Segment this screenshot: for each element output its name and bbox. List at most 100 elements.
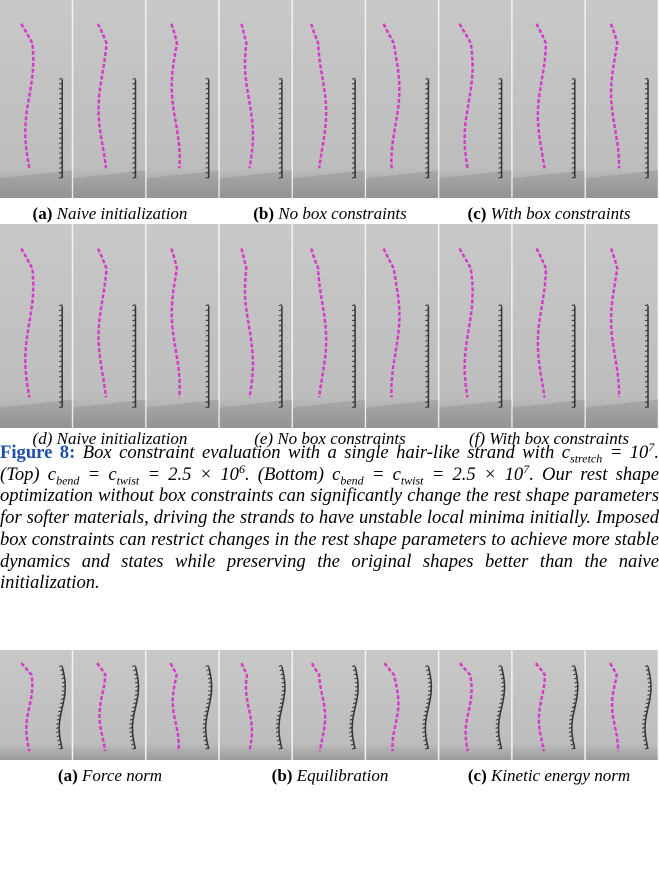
strand-tick <box>644 77 649 80</box>
subcaption-label: (f) <box>468 429 485 448</box>
caption-text: . (Top) c <box>0 442 659 485</box>
floor <box>73 170 146 198</box>
strand <box>310 23 328 169</box>
subcaption-label: (c) <box>467 766 487 785</box>
subcaption: (b) Equilibration <box>220 766 440 786</box>
strand <box>458 662 473 752</box>
subcaption: (c) Kinetic energy norm <box>439 766 659 786</box>
floor <box>366 170 439 198</box>
image-panel <box>146 0 219 198</box>
image-panel <box>439 0 512 198</box>
strand <box>170 23 181 169</box>
caption-subscript: bend <box>56 473 80 488</box>
subcaption: (c) With box constraints <box>439 204 659 224</box>
strand-tick <box>425 665 429 667</box>
strand <box>20 662 34 752</box>
subcaption-label: (e) <box>254 429 274 448</box>
subcaption-text: Naive initialization <box>56 429 188 448</box>
image-panel <box>219 224 292 428</box>
caption-subscript: twist <box>116 473 140 488</box>
floor <box>292 170 366 198</box>
comb-strand <box>351 666 359 750</box>
figure-caption: Figure 8: Box constraint evaluation with… <box>0 439 659 594</box>
caption-text: . Our rest shape optimization without bo… <box>0 463 659 594</box>
caption-text: = c <box>363 463 401 485</box>
strand <box>310 248 328 398</box>
strand <box>609 23 621 169</box>
floor <box>219 399 292 428</box>
comb-strand <box>424 666 433 750</box>
image-panel <box>585 224 658 428</box>
floor <box>585 399 658 428</box>
floor <box>512 399 585 428</box>
strand <box>170 248 181 398</box>
strand <box>458 23 474 169</box>
subcaption-label: (a) <box>57 766 78 785</box>
subcaption-text: Naive initialization <box>56 204 188 223</box>
floor <box>512 170 585 198</box>
subcaption: (d) Naive initialization <box>0 429 220 449</box>
caption-text: = 2.5 × 10 <box>139 463 239 485</box>
floor <box>585 170 658 198</box>
strand <box>240 248 255 398</box>
strand <box>383 662 400 752</box>
subcaption: (f) With box constraints <box>439 429 659 449</box>
subcaption-label: (a) <box>32 204 53 223</box>
caption-text: Box constraint evaluation with a single … <box>82 442 571 463</box>
subcaption: (a) Force norm <box>0 766 220 786</box>
subcaption-text: With box constraints <box>490 204 631 223</box>
strand-tick <box>205 665 209 667</box>
strand <box>96 23 108 169</box>
strand-tick <box>59 304 63 307</box>
image-panel <box>219 0 292 198</box>
strand-tick <box>278 665 283 667</box>
strand <box>240 662 254 752</box>
comb-strand <box>644 666 652 750</box>
subcaption: (b) No box constraints <box>220 204 440 224</box>
image-panel <box>439 224 512 428</box>
strand-tick <box>205 77 209 80</box>
strand <box>535 23 548 169</box>
floor <box>146 399 219 428</box>
subcaption-text: No box constraints <box>278 204 407 223</box>
strand-tick <box>425 304 429 307</box>
strand-tick <box>571 304 575 307</box>
strand-tick <box>132 304 136 307</box>
caption-superscript: 6 <box>238 461 245 476</box>
strand-tick <box>351 665 356 667</box>
subcaption-text: Equilibration <box>296 766 389 785</box>
image-panel <box>366 0 439 198</box>
strand-tick <box>132 665 136 667</box>
image-panel <box>146 224 219 428</box>
caption-label: Figure 8: <box>0 442 76 463</box>
floor <box>292 399 366 428</box>
caption-text: . (Bottom) c <box>244 463 341 485</box>
comb-strand <box>497 666 506 750</box>
caption-text: = 10 <box>602 442 649 463</box>
comb-strand <box>278 666 286 750</box>
subcaption-text: Force norm <box>81 766 163 785</box>
image-panel <box>73 224 146 428</box>
subcaption-label: (b) <box>253 204 275 223</box>
caption-superscript: 7 <box>648 439 655 454</box>
image-panel <box>292 0 366 198</box>
comb-strand <box>204 666 213 750</box>
strand-tick <box>278 77 283 80</box>
image-panel <box>512 224 585 428</box>
subcaption-text: With box constraints <box>489 429 630 448</box>
caption-subscript: bend <box>340 473 364 488</box>
subcaption: (a) Naive initialization <box>0 204 220 224</box>
floor <box>146 170 219 198</box>
image-panel <box>366 224 439 428</box>
caption-superscript: 7 <box>523 461 530 476</box>
image-panel <box>73 0 146 198</box>
image-panel <box>0 0 73 198</box>
strand-tick <box>59 77 63 80</box>
strand <box>382 247 401 398</box>
floor <box>366 399 439 428</box>
strand <box>458 247 474 398</box>
strand-tick <box>351 77 356 80</box>
floor <box>439 170 512 198</box>
floor <box>439 399 512 428</box>
